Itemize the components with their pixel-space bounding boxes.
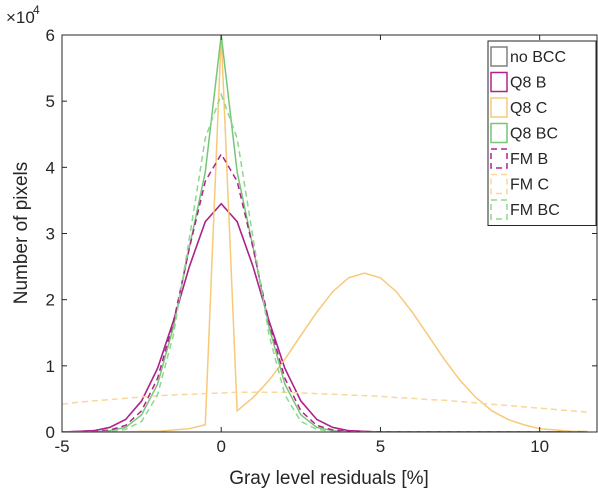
- legend-swatch: [490, 97, 508, 118]
- legend-swatch: [490, 148, 508, 169]
- legend-label: FM C: [510, 177, 549, 194]
- x-tick-label: 10: [530, 437, 549, 456]
- legend-label: Q8 BC: [510, 126, 558, 143]
- legend-label: FM BC: [510, 202, 560, 219]
- y-tick-label: 4: [46, 158, 55, 177]
- x-tick-label: 5: [376, 437, 385, 456]
- series-line: [62, 35, 588, 432]
- legend-swatch: [490, 46, 508, 67]
- series-line: [62, 391, 588, 413]
- legend-swatch: [490, 71, 508, 93]
- legend-label: Q8 B: [510, 75, 546, 92]
- x-tick-label: -5: [54, 437, 69, 456]
- legend-swatch: [490, 173, 508, 195]
- y-exponent-base: ×10: [6, 8, 35, 27]
- y-exponent: 4: [33, 3, 40, 17]
- legend-label: FM B: [510, 151, 548, 168]
- y-tick-label: 6: [46, 26, 55, 45]
- y-axis-label: Number of pixels: [11, 162, 32, 305]
- y-tick-label: 2: [46, 291, 55, 310]
- y-tick-label: 3: [46, 225, 55, 244]
- legend-swatch: [490, 199, 508, 220]
- x-axis-label: Gray level residuals [%]: [229, 468, 429, 489]
- y-tick-label: 1: [46, 357, 55, 376]
- legend-swatch: [490, 122, 508, 144]
- legend-label: no BCC: [510, 49, 566, 66]
- x-tick-label: 0: [216, 437, 225, 456]
- series-line: [62, 92, 588, 432]
- y-tick-label: 0: [46, 423, 55, 442]
- plot-area: [62, 35, 588, 432]
- y-tick-label: 5: [46, 92, 55, 111]
- series-line: [62, 35, 588, 432]
- series-line: [62, 202, 588, 432]
- series-line: [62, 152, 588, 432]
- series-line: [62, 202, 588, 432]
- legend-label: Q8 C: [510, 100, 547, 117]
